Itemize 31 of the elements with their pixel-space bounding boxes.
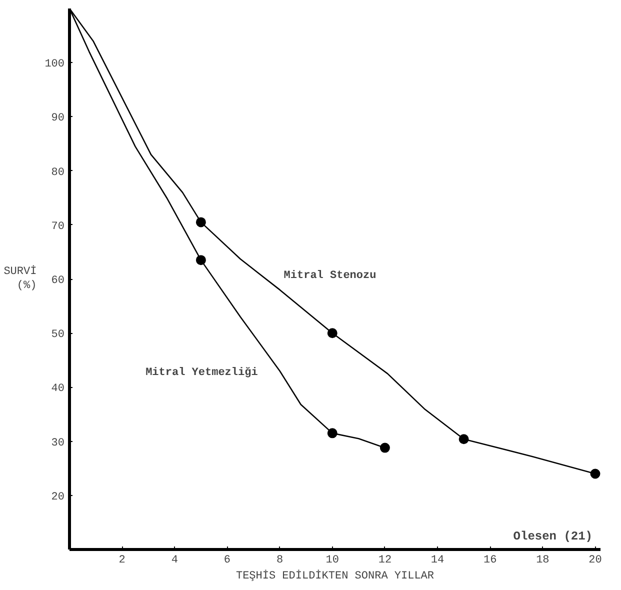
point (327, 428, 338, 438)
y-tick-label: 80 (51, 166, 64, 179)
x-tick-label: 6 (224, 554, 231, 566)
series-label: Mitral Stenozu (284, 270, 376, 282)
point (327, 328, 338, 338)
y-tick-label: 60 (51, 275, 64, 287)
series-label: Mitral Yetmezliği (146, 366, 258, 379)
y-tick-label: 70 (51, 220, 64, 233)
x-tick-label: 20 (588, 554, 602, 566)
x-tick-label: 2 (118, 554, 126, 566)
y-tick-label: 100 (44, 58, 65, 71)
x-tick-label: 14 (430, 554, 445, 566)
point (458, 434, 469, 444)
point (196, 217, 206, 228)
x-tick-label: 10 (326, 554, 339, 566)
point (196, 255, 206, 266)
x-tick-label: 8 (276, 554, 284, 566)
x-tick-label: 4 (171, 554, 178, 566)
x-tick-label: 18 (536, 554, 550, 566)
annotation: Olesen (21) (513, 530, 593, 544)
x-tick-label: 16 (483, 554, 497, 566)
y-tick-label: 50 (51, 329, 64, 342)
y-tick-label: 90 (51, 112, 64, 125)
y-tick-label: 20 (51, 491, 64, 504)
point (380, 442, 390, 453)
y-axis-title: SURVİ (%) (4, 264, 37, 292)
x-axis-title: TEŞHİS EDİLDİKTEN SONRA YILLAR (236, 570, 434, 582)
y-tick-label: 40 (51, 383, 64, 396)
x-tick-label: 12 (378, 554, 392, 566)
y-tick-label: 30 (51, 437, 64, 450)
point (590, 468, 600, 479)
